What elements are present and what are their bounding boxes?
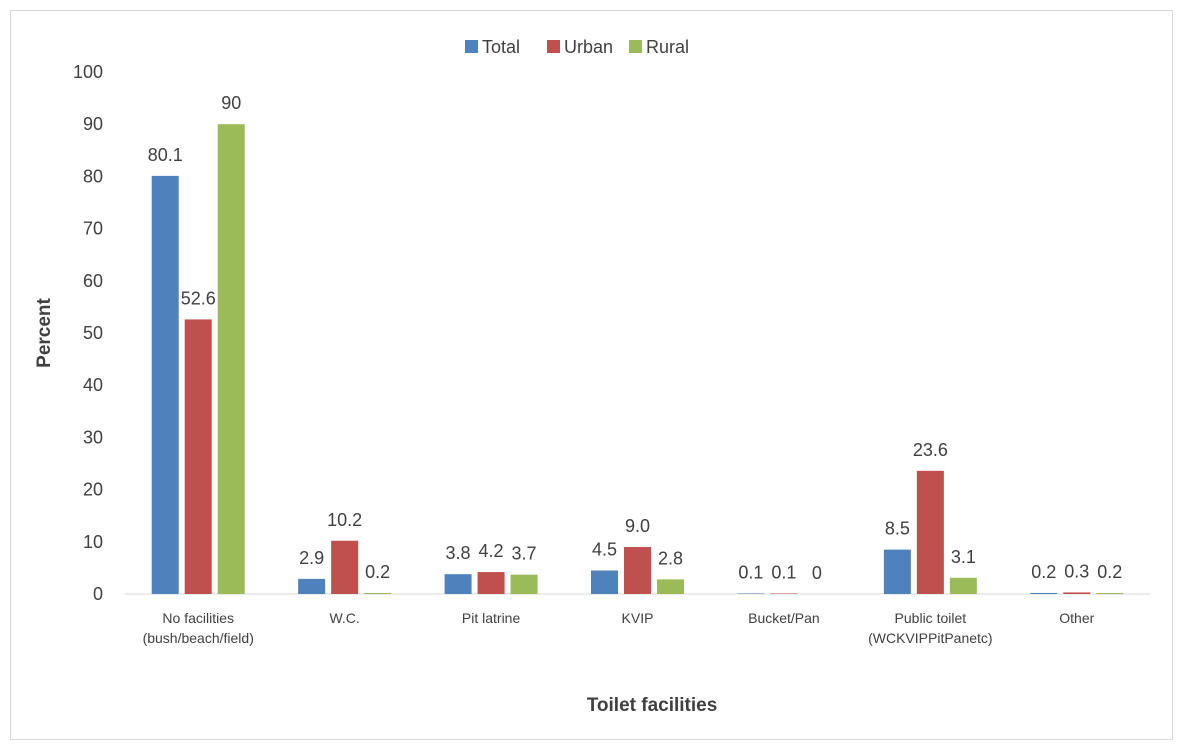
legend-label-urban: Urban bbox=[564, 37, 613, 57]
data-label: 2.9 bbox=[299, 548, 324, 568]
y-tick-label: 60 bbox=[83, 271, 103, 291]
legend-label-rural: Rural bbox=[646, 37, 689, 57]
data-label: 9.0 bbox=[625, 516, 650, 536]
bar-total bbox=[591, 570, 618, 594]
bar-rural bbox=[657, 579, 684, 594]
bar-rural bbox=[510, 574, 538, 594]
x-category-label: Other bbox=[1059, 610, 1094, 626]
bar-urban bbox=[184, 319, 212, 594]
bar-rural bbox=[217, 124, 245, 594]
x-category-label: (bush/beach/field) bbox=[143, 630, 254, 646]
x-category-label: W.C. bbox=[329, 610, 359, 626]
data-label: 0.1 bbox=[738, 562, 763, 582]
legend-swatch-rural bbox=[629, 40, 642, 53]
bar-urban bbox=[477, 572, 505, 594]
data-label: 23.6 bbox=[913, 440, 948, 460]
data-labels: 80.1 52.6 90 2.910.2 0.2 3.8 4.2 3.7 4.5 9.0 2.8 0.… bbox=[148, 93, 1123, 583]
data-label: 3.8 bbox=[446, 543, 471, 563]
bar-total bbox=[298, 578, 326, 594]
y-tick-label: 40 bbox=[83, 375, 103, 395]
bar-urban bbox=[331, 540, 359, 594]
data-label: 8.5 bbox=[885, 519, 910, 539]
y-tick-label: 50 bbox=[83, 323, 103, 343]
y-tick-label: 0 bbox=[93, 584, 103, 604]
data-label: 0.2 bbox=[1097, 562, 1122, 582]
x-axis-categories: No facilities (bush/beach/field) W.C. Pit l… bbox=[143, 610, 1095, 646]
data-label: 0.2 bbox=[1031, 562, 1056, 582]
data-label: 52.6 bbox=[181, 288, 216, 308]
data-label: 0.1 bbox=[771, 562, 796, 582]
data-label: 4.2 bbox=[479, 541, 504, 561]
data-label: 0 bbox=[812, 563, 822, 583]
x-axis-title: Toilet facilities bbox=[587, 695, 718, 716]
x-category-label: No facilities bbox=[162, 610, 234, 626]
bar-total bbox=[151, 175, 179, 595]
y-tick-label: 20 bbox=[83, 480, 103, 500]
bar-urban bbox=[1063, 592, 1091, 594]
bar-rural bbox=[949, 577, 977, 594]
x-category-label: KVIP bbox=[622, 610, 654, 626]
bar-total bbox=[883, 549, 911, 594]
data-label: 3.1 bbox=[951, 547, 976, 567]
y-tick-label: 10 bbox=[83, 532, 103, 552]
data-label: 10.2 bbox=[327, 510, 362, 530]
x-category-label: Public toilet bbox=[895, 610, 967, 626]
y-tick-label: 90 bbox=[83, 114, 103, 134]
legend-swatch-total bbox=[465, 40, 478, 53]
y-tick-label: 100 bbox=[73, 62, 103, 82]
bar-total bbox=[1030, 592, 1058, 594]
legend-label-total: Total bbox=[482, 37, 520, 57]
bar-rural bbox=[364, 592, 392, 594]
y-axis-title: Percent bbox=[34, 297, 55, 367]
data-label: 0.3 bbox=[1064, 561, 1089, 581]
x-category-label: (WCKVIPPitPanetc) bbox=[868, 630, 992, 646]
bar-rural bbox=[1096, 592, 1124, 594]
data-label: 0.2 bbox=[365, 562, 390, 582]
y-tick-label: 30 bbox=[83, 427, 103, 447]
x-category-label: Pit latrine bbox=[462, 610, 521, 626]
bar-total bbox=[444, 574, 472, 594]
y-tick-label: 70 bbox=[83, 219, 103, 239]
data-label: 2.8 bbox=[658, 548, 683, 568]
bar-urban bbox=[770, 593, 798, 594]
data-label: 90 bbox=[221, 93, 241, 113]
bar-urban bbox=[624, 547, 651, 594]
legend: Total Urban Rural bbox=[465, 37, 689, 57]
data-label: 80.1 bbox=[148, 145, 183, 165]
bars bbox=[151, 124, 1124, 595]
y-axis-ticks: 0 10 20 30 40 50 60 70 80 90 100 bbox=[73, 62, 103, 604]
y-tick-label: 80 bbox=[83, 166, 103, 186]
legend-swatch-urban bbox=[547, 40, 560, 53]
x-category-label: Bucket/Pan bbox=[748, 610, 820, 626]
data-label: 4.5 bbox=[592, 540, 617, 560]
bar-urban bbox=[916, 470, 944, 594]
data-label: 3.7 bbox=[512, 544, 537, 564]
bar-total bbox=[737, 593, 765, 594]
